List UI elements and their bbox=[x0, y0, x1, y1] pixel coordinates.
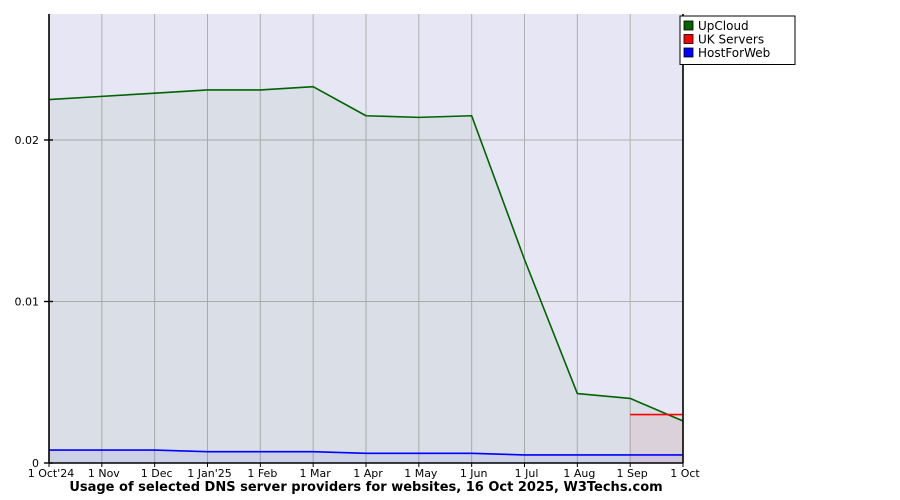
x-axis-tick-label: 1 Jun bbox=[460, 467, 488, 480]
legend-swatch-upcloud[interactable] bbox=[683, 20, 694, 31]
chart-caption: Usage of selected DNS server providers f… bbox=[69, 480, 662, 495]
x-axis-tick-label: 1 Feb bbox=[247, 467, 277, 480]
x-axis-tick-label: 1 Nov bbox=[88, 467, 120, 480]
x-axis-tick-label: 1 May bbox=[404, 467, 438, 480]
y-axis-tick-label: 0 bbox=[32, 457, 39, 470]
x-axis-tick-label: 1 Dec bbox=[141, 467, 173, 480]
series-lines bbox=[48, 85, 684, 456]
legend-swatch-uk-servers[interactable] bbox=[683, 34, 694, 44]
y-axis-tick-label: 0.01 bbox=[15, 295, 40, 308]
series-area-uk-servers bbox=[630, 414, 683, 463]
y-axis-tick-labels: 0 0.01 0.02 bbox=[15, 134, 53, 470]
series-area-hostforweb bbox=[49, 450, 683, 463]
legend-label-upcloud[interactable]: UpCloud bbox=[698, 19, 749, 33]
x-axis-tick-label: 1 Oct'24 bbox=[28, 467, 75, 480]
x-axis-tick-label: 1 Aug bbox=[563, 467, 595, 480]
legend-box bbox=[679, 15, 796, 65]
legend-label-uk-servers[interactable]: UK Servers bbox=[698, 33, 764, 47]
series-area-upcloud bbox=[49, 86, 683, 464]
x-axis-tick-label: 1 Sep bbox=[617, 467, 648, 480]
x-axis-tick-label: 1 Jul bbox=[515, 467, 539, 480]
x-axis-tick-label: 1 Oct bbox=[670, 467, 700, 480]
x-axis-tick-label: 1 Apr bbox=[353, 467, 383, 480]
legend-label-hostforweb[interactable]: HostForWeb bbox=[698, 46, 770, 60]
series-fill-areas bbox=[49, 86, 683, 464]
series-line-upcloud bbox=[48, 85, 684, 422]
x-axis-tick-labels: 1 Oct'24 1 Nov 1 Dec 1 Jan'25 1 Feb 1 Mar 1 Ap… bbox=[28, 463, 700, 480]
legend-swatch-hostforweb[interactable] bbox=[683, 47, 694, 58]
series-line-hostforweb bbox=[49, 449, 683, 456]
x-axis-tick-label: 1 Mar bbox=[300, 467, 332, 480]
gridlines bbox=[49, 14, 684, 463]
y-axis-tick-label: 0.02 bbox=[15, 134, 40, 147]
x-axis-tick-label: 1 Jan'25 bbox=[187, 467, 231, 480]
